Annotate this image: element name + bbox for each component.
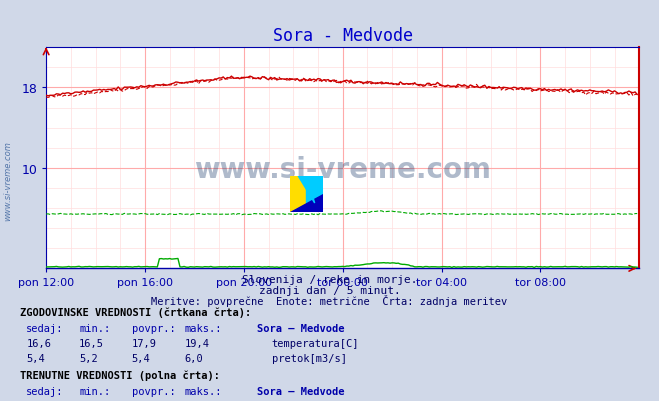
- Text: sedaj:: sedaj:: [26, 323, 64, 333]
- Text: 16,6: 16,6: [26, 338, 51, 348]
- Text: Meritve: povprečne  Enote: metrične  Črta: zadnja meritev: Meritve: povprečne Enote: metrične Črta:…: [152, 294, 507, 306]
- Text: 16,5: 16,5: [79, 338, 104, 348]
- Text: 19,4: 19,4: [185, 338, 210, 348]
- Text: min.:: min.:: [79, 386, 110, 396]
- Polygon shape: [298, 176, 314, 204]
- Text: zadnji dan / 5 minut.: zadnji dan / 5 minut.: [258, 286, 401, 296]
- Polygon shape: [290, 194, 323, 213]
- Text: 5,4: 5,4: [26, 353, 45, 363]
- Text: Sora – Medvode: Sora – Medvode: [257, 323, 345, 333]
- Text: maks.:: maks.:: [185, 386, 222, 396]
- Bar: [306, 176, 323, 213]
- Text: TRENUTNE VREDNOSTI (polna črta):: TRENUTNE VREDNOSTI (polna črta):: [20, 370, 219, 380]
- Text: www.si-vreme.com: www.si-vreme.com: [3, 141, 13, 220]
- Text: maks.:: maks.:: [185, 323, 222, 333]
- Text: www.si-vreme.com: www.si-vreme.com: [194, 156, 491, 183]
- Text: sedaj:: sedaj:: [26, 386, 64, 396]
- Text: povpr.:: povpr.:: [132, 386, 175, 396]
- Text: temperatura[C]: temperatura[C]: [272, 338, 359, 348]
- Text: min.:: min.:: [79, 323, 110, 333]
- Text: 5,2: 5,2: [79, 353, 98, 363]
- Text: povpr.:: povpr.:: [132, 323, 175, 333]
- Text: pretok[m3/s]: pretok[m3/s]: [272, 353, 347, 363]
- Bar: [290, 176, 306, 213]
- Title: Sora - Medvode: Sora - Medvode: [273, 27, 413, 45]
- Text: 5,4: 5,4: [132, 353, 150, 363]
- Text: 17,9: 17,9: [132, 338, 157, 348]
- Text: Sora – Medvode: Sora – Medvode: [257, 386, 345, 396]
- Text: Slovenija / reke in morje.: Slovenija / reke in morje.: [242, 275, 417, 285]
- Text: ZGODOVINSKE VREDNOSTI (črtkana črta):: ZGODOVINSKE VREDNOSTI (črtkana črta):: [20, 306, 251, 317]
- Text: 6,0: 6,0: [185, 353, 203, 363]
